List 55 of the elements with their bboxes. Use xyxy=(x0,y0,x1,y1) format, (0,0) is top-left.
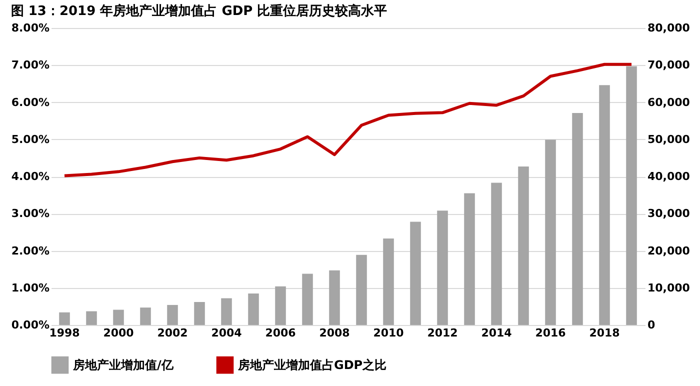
y2-tick-label: 30,000 xyxy=(648,207,690,220)
x-tick-label: 2006 xyxy=(265,326,296,340)
bar xyxy=(518,166,529,325)
bar xyxy=(248,293,259,325)
y-tick-label: 8.00% xyxy=(11,22,50,34)
x-tick-label: 2004 xyxy=(211,326,242,340)
bar xyxy=(491,182,502,325)
bar xyxy=(194,302,205,325)
y-tick-label: 0.00% xyxy=(11,318,50,332)
bar xyxy=(545,140,556,325)
y-tick-label: 5.00% xyxy=(11,132,50,146)
bar xyxy=(437,210,448,325)
bar xyxy=(572,113,583,325)
bar xyxy=(626,66,637,325)
line-series xyxy=(63,62,633,178)
x-tick-label: 2018 xyxy=(589,326,620,340)
y2-tick-label: 50,000 xyxy=(648,132,690,146)
y2-tick-label: 70,000 xyxy=(648,58,690,72)
bar xyxy=(59,312,70,325)
y2-tick-label: 20,000 xyxy=(648,244,690,258)
x-tick-label: 2014 xyxy=(481,326,512,340)
x-tick-label: 2010 xyxy=(373,326,404,340)
y-tick-label: 6.00% xyxy=(11,96,50,109)
legend-label: 房地产业增加值占GDP之比 xyxy=(237,358,387,372)
y-tick-label: 3.00% xyxy=(11,207,50,220)
bar xyxy=(275,286,286,325)
x-tick-label: 2008 xyxy=(319,326,350,340)
bar xyxy=(329,270,340,325)
y-tick-label: 4.00% xyxy=(11,170,50,183)
bar xyxy=(383,238,394,325)
legend-label: 房地产业增加值/亿 xyxy=(72,358,174,372)
y-tick-label: 2.00% xyxy=(11,244,50,258)
bar xyxy=(140,308,151,325)
y2-tick-label: 40,000 xyxy=(648,170,690,183)
y-tick-label: 7.00% xyxy=(11,58,50,72)
y2-tick-label: 10,000 xyxy=(648,281,690,294)
chart-title: 图 13：2019 年房地产业增加值占 GDP 比重位居历史较高水平 xyxy=(10,3,388,19)
x-tick-label: 2002 xyxy=(157,326,188,340)
bar xyxy=(113,310,124,325)
bar xyxy=(302,274,313,325)
bar xyxy=(167,304,178,325)
y-tick-label: 1.00% xyxy=(11,281,50,294)
x-tick-label: 2000 xyxy=(103,326,134,340)
x-tick-label: 2012 xyxy=(427,326,458,340)
bar xyxy=(86,311,97,325)
y2-tick-label: 80,000 xyxy=(648,22,690,34)
bar xyxy=(221,298,232,325)
y2-tick-label: 60,000 xyxy=(648,96,690,109)
bar xyxy=(410,222,421,325)
x-tick-label: 2016 xyxy=(535,326,566,340)
x-tick-label: 1998 xyxy=(49,326,80,340)
bar xyxy=(599,85,610,325)
bar xyxy=(356,254,367,325)
y2-tick-label: 0 xyxy=(648,318,656,332)
bar xyxy=(464,193,475,325)
